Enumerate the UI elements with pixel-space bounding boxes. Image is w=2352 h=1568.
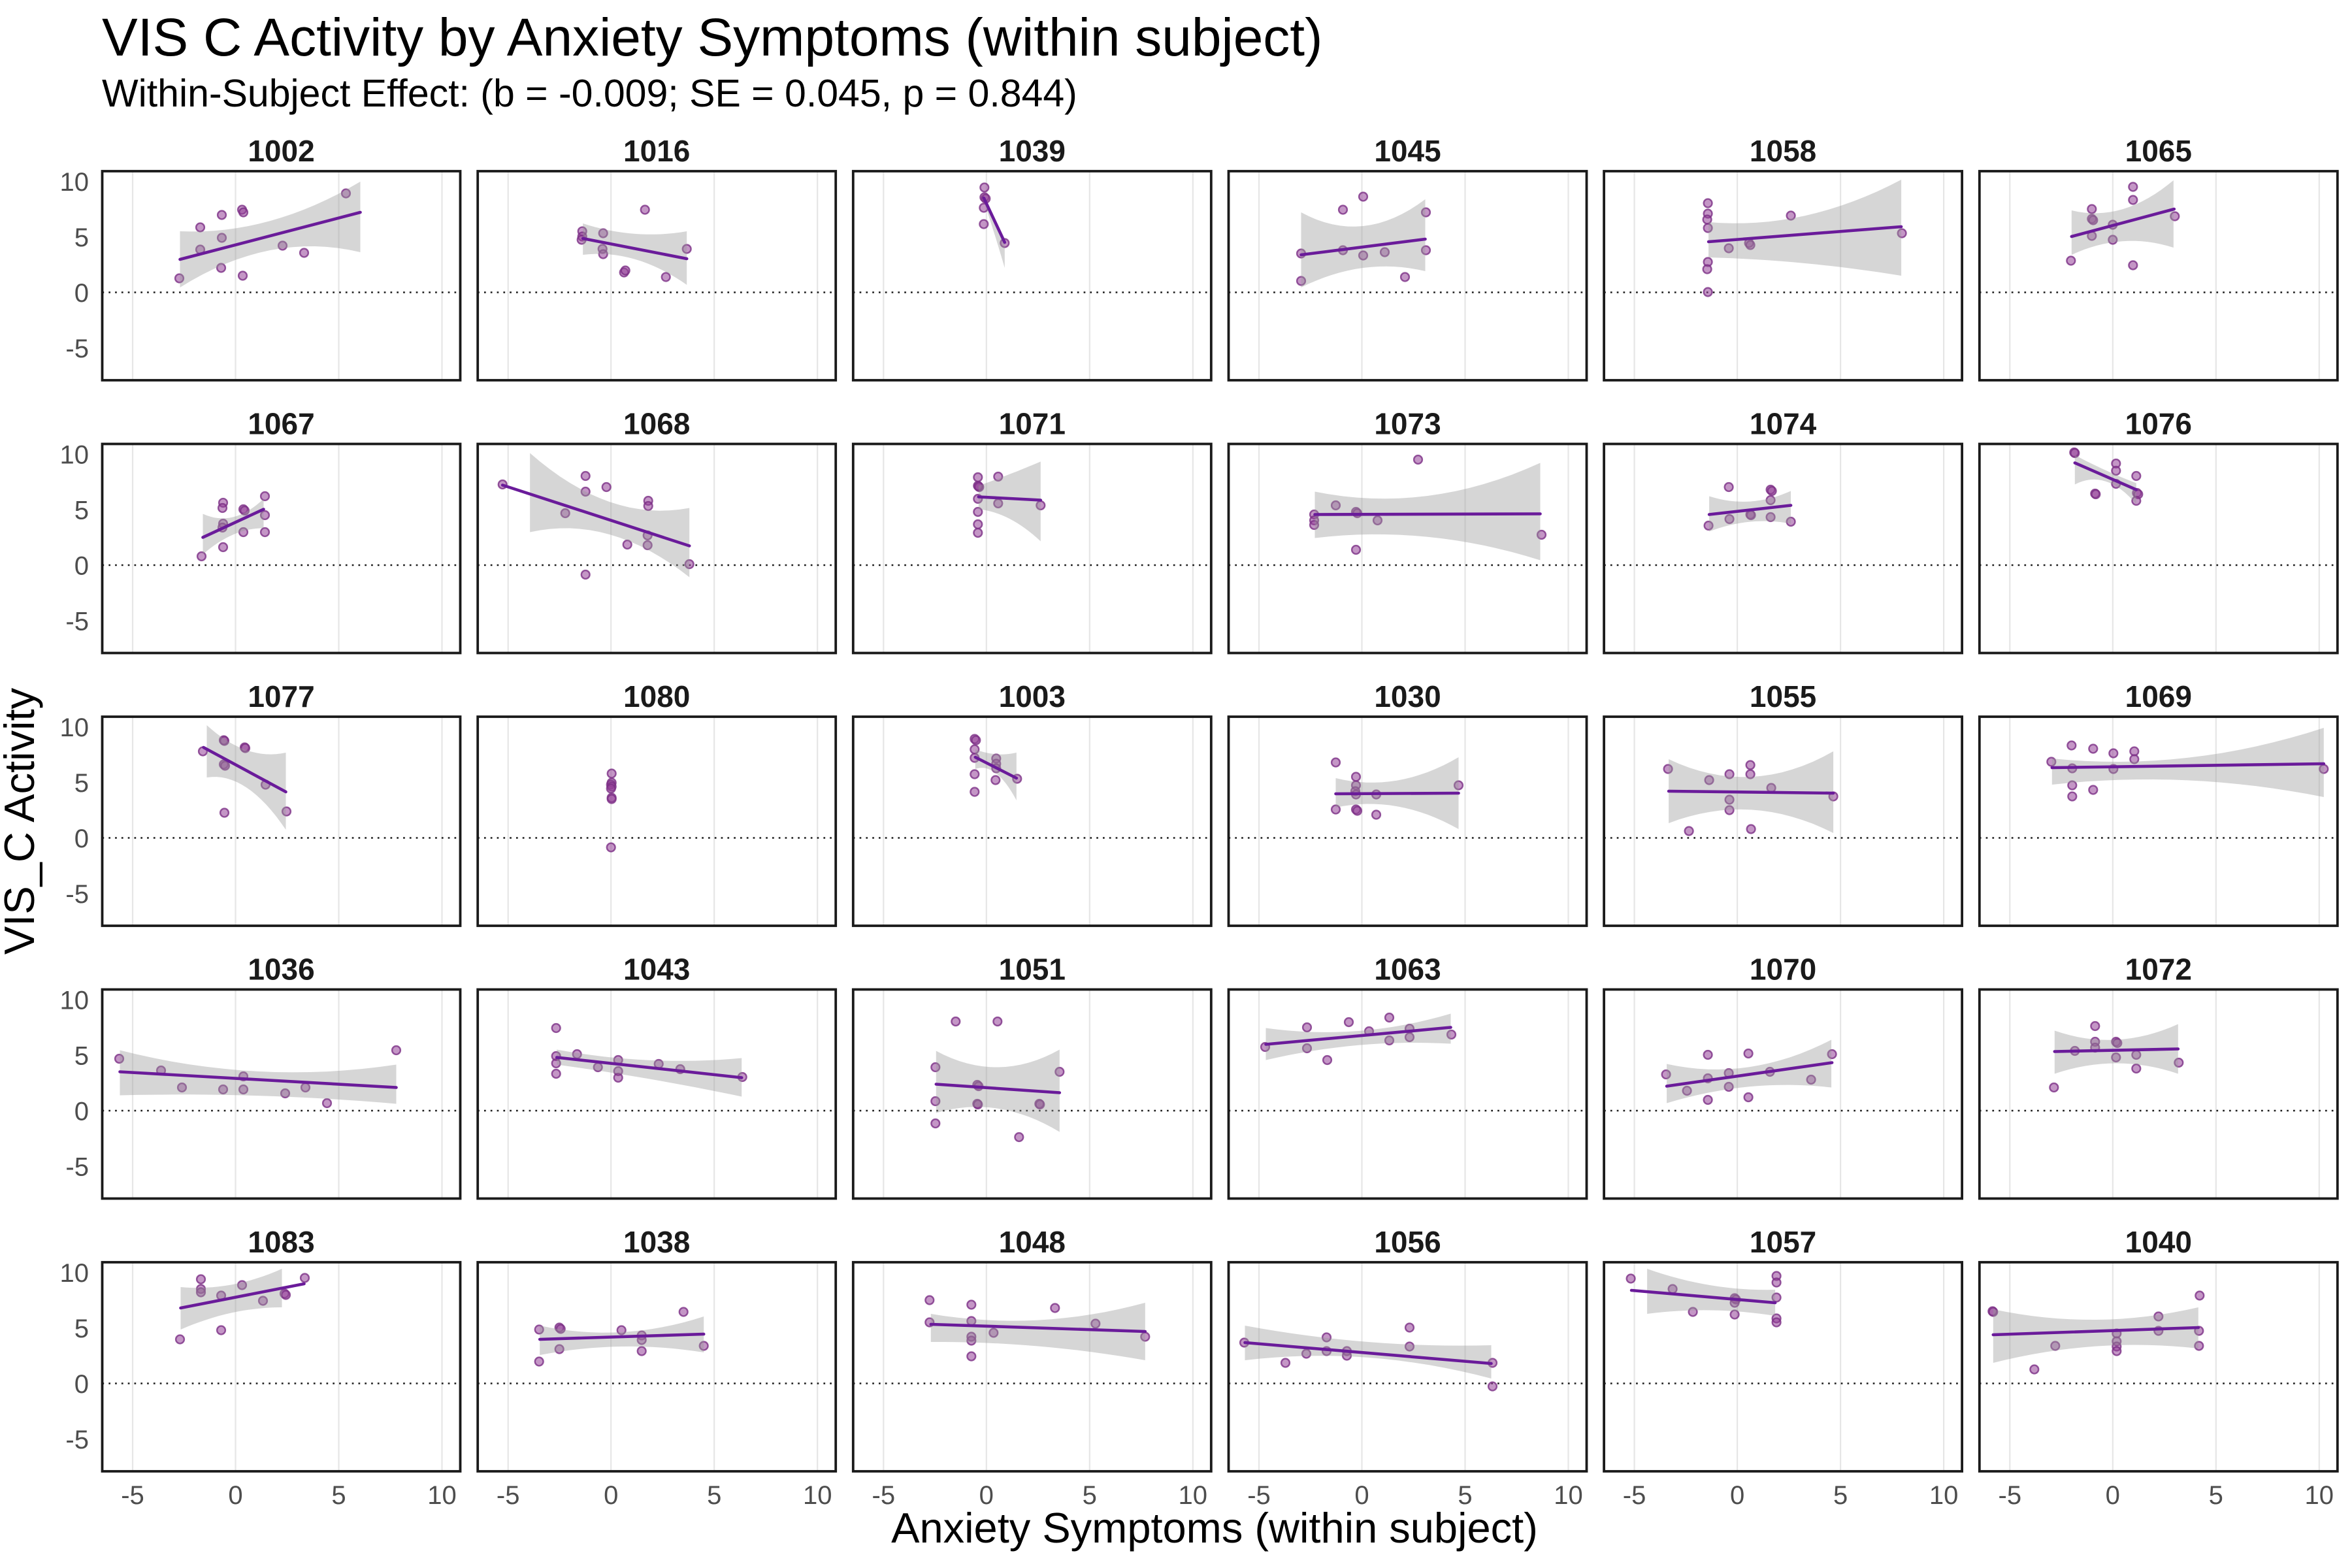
svg-text:1074: 1074 bbox=[1750, 407, 1817, 441]
svg-text:5: 5 bbox=[707, 1481, 721, 1510]
svg-text:10: 10 bbox=[2305, 1481, 2334, 1510]
svg-text:0: 0 bbox=[74, 825, 89, 853]
svg-text:1016: 1016 bbox=[623, 134, 690, 168]
svg-text:-5: -5 bbox=[65, 1426, 89, 1454]
svg-text:0: 0 bbox=[979, 1481, 994, 1510]
svg-text:-5: -5 bbox=[497, 1481, 520, 1510]
svg-text:0: 0 bbox=[74, 1370, 89, 1399]
svg-text:1067: 1067 bbox=[248, 407, 314, 441]
svg-text:1051: 1051 bbox=[999, 953, 1066, 987]
svg-text:1065: 1065 bbox=[2125, 134, 2192, 168]
svg-text:1072: 1072 bbox=[2125, 953, 2192, 987]
svg-text:1048: 1048 bbox=[999, 1225, 1066, 1259]
svg-text:5: 5 bbox=[331, 1481, 346, 1510]
svg-text:1039: 1039 bbox=[999, 134, 1066, 168]
svg-text:1056: 1056 bbox=[1374, 1225, 1441, 1259]
svg-text:0: 0 bbox=[74, 279, 89, 308]
svg-text:0: 0 bbox=[74, 1098, 89, 1126]
svg-text:1058: 1058 bbox=[1750, 134, 1816, 168]
svg-text:10: 10 bbox=[803, 1481, 832, 1510]
svg-text:1057: 1057 bbox=[1750, 1225, 1816, 1259]
svg-text:5: 5 bbox=[2209, 1481, 2223, 1510]
svg-text:10: 10 bbox=[1554, 1481, 1583, 1510]
svg-text:10: 10 bbox=[60, 168, 90, 197]
svg-text:-5: -5 bbox=[65, 1153, 89, 1182]
svg-text:5: 5 bbox=[1458, 1481, 1472, 1510]
svg-text:1069: 1069 bbox=[2125, 679, 2192, 713]
svg-text:5: 5 bbox=[74, 769, 89, 798]
svg-text:1080: 1080 bbox=[623, 679, 690, 713]
svg-text:-5: -5 bbox=[1623, 1481, 1646, 1510]
svg-text:1071: 1071 bbox=[999, 407, 1066, 441]
svg-text:0: 0 bbox=[1354, 1481, 1369, 1510]
svg-text:1040: 1040 bbox=[2125, 1225, 2192, 1259]
svg-text:-5: -5 bbox=[1999, 1481, 2022, 1510]
svg-text:1038: 1038 bbox=[623, 1225, 690, 1259]
svg-text:5: 5 bbox=[74, 497, 89, 525]
svg-text:VIS_C Activity: VIS_C Activity bbox=[0, 687, 43, 955]
svg-text:-5: -5 bbox=[65, 335, 89, 363]
svg-text:Anxiety Symptoms (within subje: Anxiety Symptoms (within subject) bbox=[891, 1504, 1538, 1552]
svg-text:1073: 1073 bbox=[1374, 407, 1441, 441]
svg-text:10: 10 bbox=[60, 987, 90, 1015]
svg-text:-5: -5 bbox=[65, 880, 89, 909]
svg-text:0: 0 bbox=[228, 1481, 242, 1510]
svg-text:10: 10 bbox=[60, 1259, 90, 1288]
svg-text:1063: 1063 bbox=[1374, 953, 1441, 987]
svg-text:1036: 1036 bbox=[248, 953, 314, 987]
svg-text:5: 5 bbox=[74, 223, 89, 252]
svg-text:1030: 1030 bbox=[1374, 679, 1441, 713]
svg-text:5: 5 bbox=[74, 1315, 89, 1343]
svg-text:1002: 1002 bbox=[248, 134, 314, 168]
svg-text:10: 10 bbox=[60, 441, 90, 470]
svg-text:1083: 1083 bbox=[248, 1225, 314, 1259]
svg-text:5: 5 bbox=[1833, 1481, 1848, 1510]
svg-text:1068: 1068 bbox=[623, 407, 690, 441]
svg-text:Within-Subject Effect: (b = -0: Within-Subject Effect: (b = -0.009; SE =… bbox=[102, 72, 1077, 115]
svg-text:-5: -5 bbox=[1247, 1481, 1271, 1510]
svg-text:5: 5 bbox=[74, 1042, 89, 1071]
svg-text:0: 0 bbox=[74, 552, 89, 581]
svg-text:VIS C Activity by Anxiety Symp: VIS C Activity by Anxiety Symptoms (with… bbox=[102, 8, 1322, 67]
svg-text:1077: 1077 bbox=[248, 679, 314, 713]
svg-text:1070: 1070 bbox=[1750, 953, 1816, 987]
svg-text:5: 5 bbox=[1083, 1481, 1097, 1510]
svg-text:1076: 1076 bbox=[2125, 407, 2192, 441]
svg-text:-5: -5 bbox=[121, 1481, 144, 1510]
svg-text:10: 10 bbox=[1179, 1481, 1208, 1510]
svg-text:0: 0 bbox=[1730, 1481, 1744, 1510]
svg-text:-5: -5 bbox=[872, 1481, 896, 1510]
svg-text:-5: -5 bbox=[65, 608, 89, 636]
svg-text:10: 10 bbox=[1929, 1481, 1959, 1510]
svg-text:0: 0 bbox=[604, 1481, 618, 1510]
svg-text:1045: 1045 bbox=[1374, 134, 1441, 168]
svg-text:10: 10 bbox=[60, 713, 90, 742]
svg-text:0: 0 bbox=[2106, 1481, 2120, 1510]
svg-text:1003: 1003 bbox=[999, 679, 1066, 713]
svg-text:10: 10 bbox=[427, 1481, 457, 1510]
svg-text:1055: 1055 bbox=[1750, 679, 1816, 713]
svg-text:1043: 1043 bbox=[623, 953, 690, 987]
